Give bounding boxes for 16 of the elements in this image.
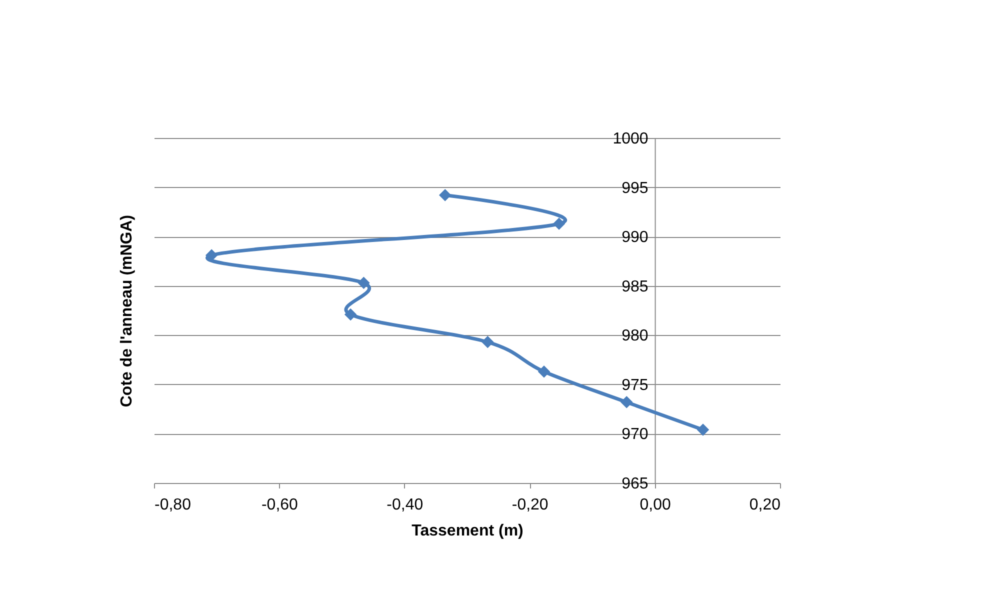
x-tick-label: 0,00 [640,496,671,514]
x-tick-label: -0,40 [386,496,424,514]
x-tick-label: 0,20 [749,496,781,514]
y-tick-label: 990 [622,229,648,246]
y-tick-label: 985 [622,278,648,296]
y-tick-label: 970 [622,426,648,444]
y-tick-label: 980 [622,328,648,345]
x-tick-label: -0,60 [261,496,298,514]
y-tick-label: 1000 [612,130,648,148]
y-tick-label: 965 [622,476,648,492]
x-tick-label: -0,20 [512,496,548,514]
x-tick-label: -0,80 [154,496,192,514]
y-axis-title: Cote de l'anneau (mNGA) [118,214,136,408]
y-tick-label: 975 [622,376,648,394]
x-axis-title: Tassement (m) [412,522,524,540]
y-tick-label: 995 [622,180,648,197]
